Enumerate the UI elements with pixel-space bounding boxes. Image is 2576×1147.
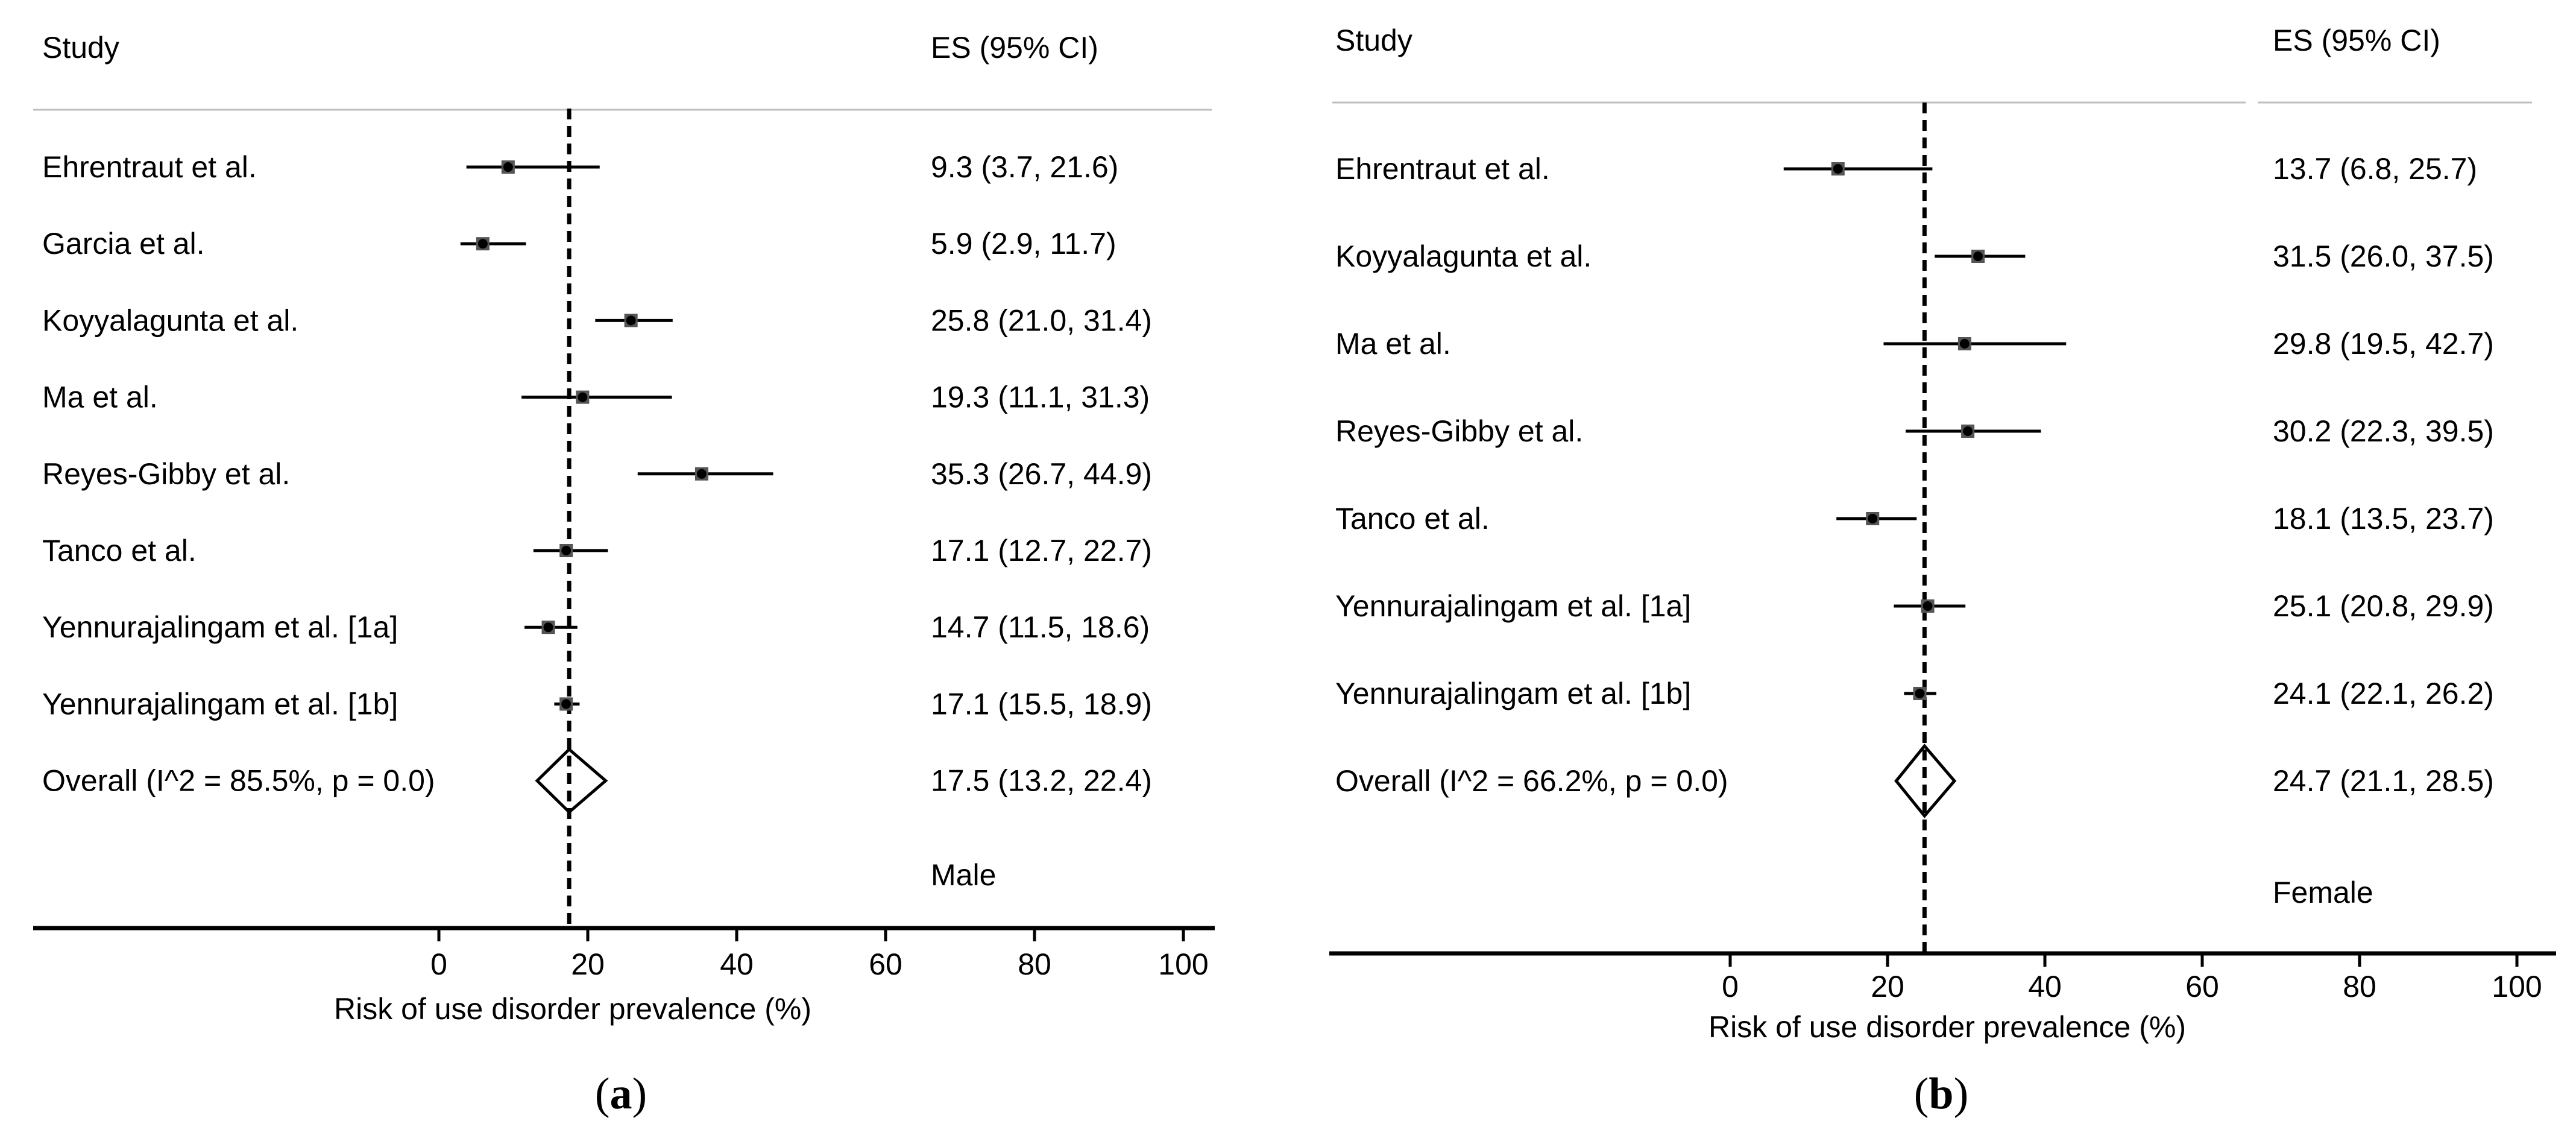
panel-a-point-estimate	[696, 469, 707, 479]
panel-b-point-estimate	[1959, 339, 1970, 349]
panel-b-x-tick-label: 100	[2492, 970, 2542, 1003]
panel-a-es-label: 19.3 (11.1, 31.3)	[931, 381, 1150, 414]
panel-b-es-label: 24.1 (22.1, 26.2)	[2273, 677, 2494, 710]
panel-a-x-axis-label: Risk of use disorder prevalence (%)	[334, 992, 811, 1026]
panel-a-es-label: 17.1 (12.7, 22.7)	[931, 534, 1152, 567]
panel-b-x-tick-label: 0	[1722, 970, 1739, 1003]
panel-b-header-es: ES (95% CI)	[2273, 24, 2440, 57]
panel-a-x-tick-label: 100	[1158, 947, 1208, 981]
panel-a-es-label: 9.3 (3.7, 21.6)	[931, 150, 1118, 184]
panel-a-es-label: 35.3 (26.7, 44.9)	[931, 457, 1152, 491]
panel-b-study-name: Ehrentraut et al.	[1335, 152, 1550, 186]
panel-b-study-name: Yennurajalingam et al. [1b]	[1335, 677, 1691, 710]
panel-b-overall-es-label: 24.7 (21.1, 28.5)	[2273, 764, 2494, 798]
panel-b-x-tick-label: 40	[2028, 970, 2062, 1003]
panel-b-es-label: 25.1 (20.8, 29.9)	[2273, 589, 2494, 623]
panel-a-panel-label: (a)	[595, 1069, 647, 1119]
panel-a-x-tick-label: 20	[571, 947, 605, 981]
panel-a-study-name: Yennurajalingam et al. [1b]	[42, 687, 398, 721]
panel-b-overall-diamond	[1894, 744, 1957, 818]
panel-b-x-axis-label: Risk of use disorder prevalence (%)	[1708, 1010, 2186, 1044]
panel-a-x-tick-label: 80	[1018, 947, 1051, 981]
panel-a-x-tick-label: 60	[869, 947, 902, 981]
panel-b-overall-label: Overall (I^2 = 66.2%, p = 0.0)	[1335, 764, 1728, 798]
panel-b-point-estimate	[1923, 601, 1933, 611]
panel-b-point-estimate	[1833, 164, 1843, 174]
panel-b-point-estimate	[1973, 251, 1983, 261]
panel-a-overall-es-label: 17.5 (13.2, 22.4)	[931, 764, 1152, 798]
panel-a-group-label: Male	[931, 858, 996, 892]
panel-b-study-name: Yennurajalingam et al. [1a]	[1335, 589, 1691, 623]
panel-a-point-estimate	[626, 315, 636, 326]
panel-a-point-estimate	[503, 162, 513, 172]
panel-a-overall-diamond	[535, 747, 608, 814]
panel-a-study-name: Reyes-Gibby et al.	[42, 457, 290, 491]
panel-a-header-study: Study	[42, 31, 119, 65]
panel-a-study-name: Garcia et al.	[42, 227, 205, 261]
panel-a-es-label: 25.8 (21.0, 31.4)	[931, 303, 1152, 337]
panel-a-study-name: Ma et al.	[42, 381, 158, 414]
panel-b-es-label: 18.1 (13.5, 23.7)	[2273, 502, 2494, 536]
panel-b-point-estimate	[1963, 426, 1973, 436]
panel-a-overall-label: Overall (I^2 = 85.5%, p = 0.0)	[42, 764, 435, 798]
panel-b-es-label: 13.7 (6.8, 25.7)	[2273, 152, 2477, 186]
panel-b-x-tick-label: 80	[2343, 970, 2376, 1003]
panel-a-es-label: 17.1 (15.5, 18.9)	[931, 687, 1152, 721]
panel-a-point-estimate	[561, 546, 572, 555]
panel-b-point-estimate	[1868, 514, 1878, 523]
panel-b-es-label: 29.8 (19.5, 42.7)	[2273, 327, 2494, 361]
panel-b-x-tick-label: 60	[2185, 970, 2219, 1003]
panel-a-study-name: Yennurajalingam et al. [1a]	[42, 610, 398, 644]
panel-b-study-name: Reyes-Gibby et al.	[1335, 414, 1583, 448]
panel-a-x-tick-label: 0	[430, 947, 447, 981]
panel-a-x-tick-label: 40	[720, 947, 754, 981]
panel-b-study-name: Ma et al.	[1335, 327, 1451, 361]
panel-a-study-name: Ehrentraut et al.	[42, 150, 257, 184]
panel-b-study-name: Koyyalagunta et al.	[1335, 239, 1592, 273]
panel-b-point-estimate	[1915, 689, 1925, 698]
panel-a-study-name: Tanco et al.	[42, 534, 197, 567]
panel-b-group-label: Female	[2273, 876, 2373, 909]
panel-b-es-label: 30.2 (22.3, 39.5)	[2273, 414, 2494, 448]
panel-a-point-estimate	[543, 622, 553, 633]
panel-a-point-estimate	[477, 239, 488, 249]
panel-b-x-tick-label: 20	[1871, 970, 1904, 1003]
panel-b-es-label: 31.5 (26.0, 37.5)	[2273, 239, 2494, 273]
panel-b-study-name: Tanco et al.	[1335, 502, 1490, 536]
panel-a-header-es: ES (95% CI)	[931, 31, 1098, 65]
panel-a-point-estimate	[578, 392, 588, 402]
panel-a-study-name: Koyyalagunta et al.	[42, 303, 298, 337]
panel-b-panel-label: (b)	[1914, 1069, 1968, 1119]
panel-a-point-estimate	[561, 699, 572, 709]
panel-b-header-study: Study	[1335, 24, 1412, 57]
panel-a-es-label: 14.7 (11.5, 18.6)	[931, 610, 1150, 644]
panel-a-es-label: 5.9 (2.9, 11.7)	[931, 227, 1116, 261]
